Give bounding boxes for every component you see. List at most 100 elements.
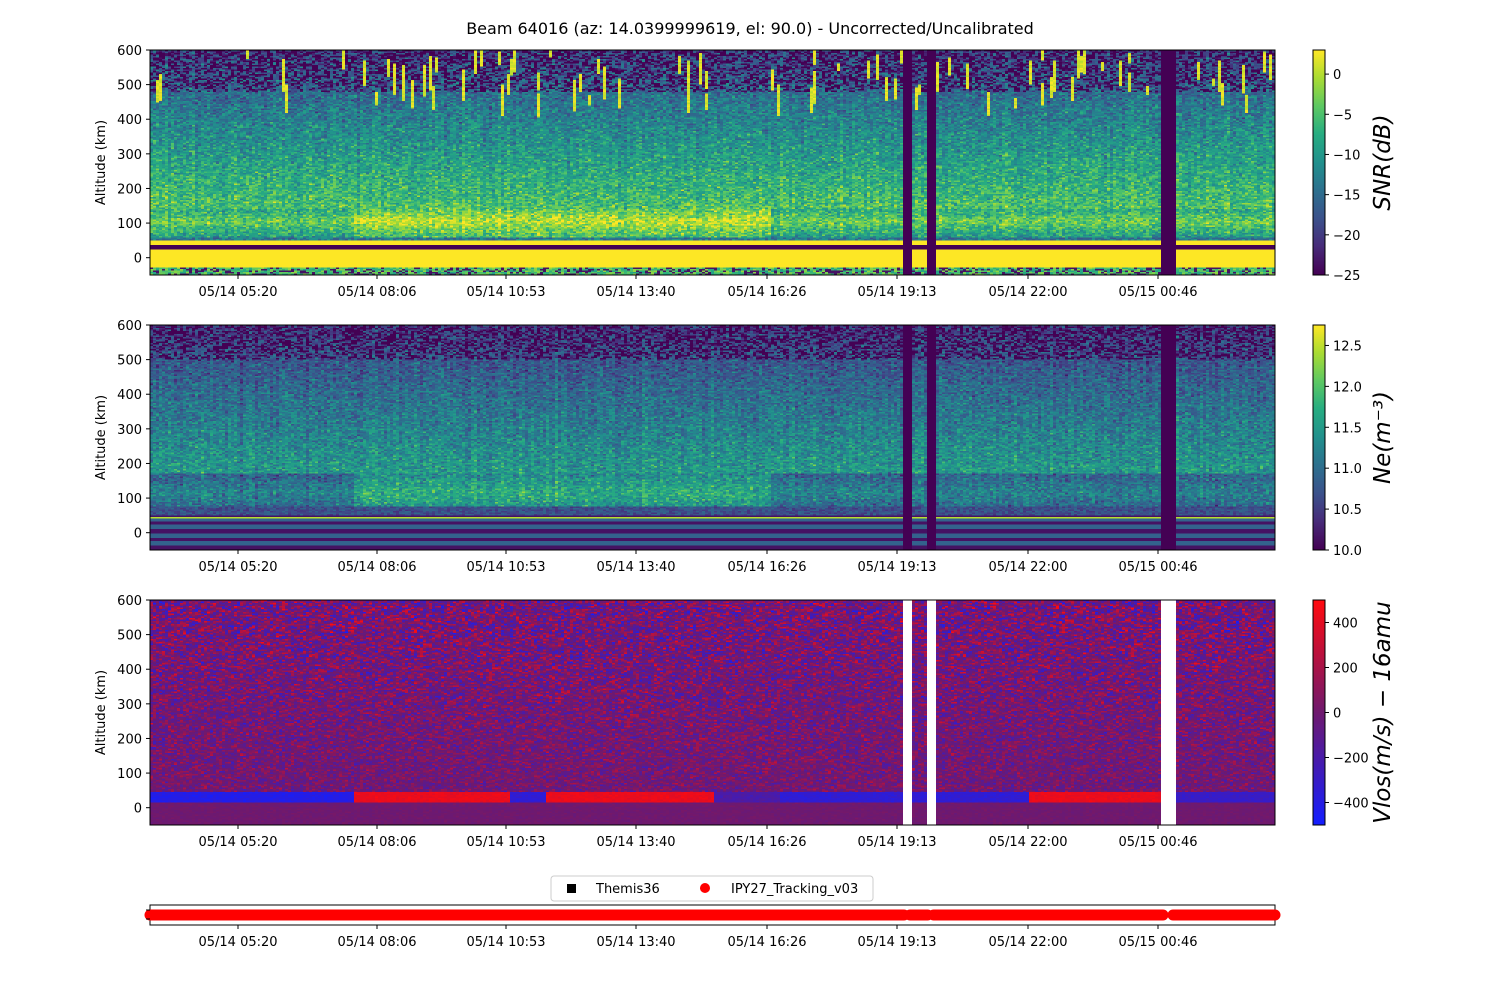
y-tick-label: 500: [117, 629, 142, 644]
legend-label-themis: Themis36: [595, 882, 660, 897]
colorbar-snr: [1313, 50, 1325, 275]
x-tick-label: 05/14 08:06: [337, 835, 416, 850]
panel-snr: 600 500 400 300 200 100 0 05/14 05:20 05/14 08:0…: [94, 44, 1396, 300]
colorbar-tick-label: 10.5: [1333, 503, 1362, 518]
colorbar-tick-label: −400: [1333, 797, 1369, 812]
y-tick-label: 300: [117, 148, 142, 163]
axes-frame: [149, 324, 1276, 551]
y-axis-label: Altitude (km): [94, 395, 109, 480]
legend-square-marker: [567, 884, 576, 893]
colorbar-label: Vlos(m/s) − 16amu: [1370, 601, 1396, 824]
x-tick-label: 05/14 19:13: [857, 285, 936, 300]
x-tick-label: 05/14 10:53: [466, 935, 545, 950]
x-tick-label: 05/14 05:20: [198, 560, 277, 575]
colorbar-tick-label: 11.0: [1333, 462, 1362, 477]
x-tick-label: 05/14 13:40: [596, 560, 675, 575]
y-tick-label: 100: [117, 767, 142, 782]
x-tick-label: 05/14 19:13: [857, 560, 936, 575]
y-tick-label: 500: [117, 354, 142, 369]
heatmap-ne: [150, 325, 1275, 550]
y-tick-label: 600: [117, 594, 142, 609]
colorbar-vlos: [1313, 600, 1325, 825]
colorbar-tick-label: 0: [1333, 707, 1341, 722]
colorbar-tick-label: −25: [1333, 269, 1360, 284]
figure-title: Beam 64016 (az: 14.0399999619, el: 90.0)…: [466, 19, 1034, 38]
x-tick-label: 05/14 19:13: [857, 835, 936, 850]
legend-circle-marker: [700, 883, 710, 893]
mode-panel: 05/14 05:20 05/14 08:06 05/14 10:53 05/14 1…: [144, 875, 1281, 950]
x-tick-label: 05/15 00:46: [1118, 935, 1197, 950]
x-tick-label: 05/14 08:06: [337, 285, 416, 300]
colorbar-tick-label: −15: [1333, 189, 1360, 204]
y-tick-label: 500: [117, 79, 142, 94]
x-tick-label: 05/14 08:06: [337, 560, 416, 575]
x-tick-label: 05/14 05:20: [198, 935, 277, 950]
x-tick-label: 05/14 16:26: [727, 560, 806, 575]
x-tick-label: 05/15 00:46: [1118, 285, 1197, 300]
x-tick-label: 05/14 19:13: [857, 935, 936, 950]
y-tick-label: 400: [117, 663, 142, 678]
y-axis-label: Altitude (km): [94, 120, 109, 205]
y-tick-label: 600: [117, 319, 142, 334]
panel-ne: 600 500 400 300 200 100 0 05/14 05:20 05/14 08:0…: [94, 319, 1396, 575]
colorbar-tick-label: 0: [1333, 68, 1341, 83]
x-tick-label: 05/14 05:20: [198, 835, 277, 850]
x-tick-label: 05/14 08:06: [337, 935, 416, 950]
y-tick-label: 100: [117, 492, 142, 507]
colorbar-ne: [1313, 325, 1325, 550]
legend: Themis36 IPY27_Tracking_v03: [550, 875, 874, 902]
panels: 600 500 400 300 200 100 0 05/14 05:20 05/14 08:0…: [94, 44, 1396, 850]
x-tick-label: 05/14 13:40: [596, 835, 675, 850]
x-tick-label: 05/14 22:00: [988, 285, 1067, 300]
legend-frame: [550, 875, 874, 902]
x-tick-label: 05/14 22:00: [988, 560, 1067, 575]
y-tick-label: 300: [117, 423, 142, 438]
x-tick-label: 05/14 16:26: [727, 935, 806, 950]
colorbar-tick-label: 12.5: [1333, 339, 1362, 354]
colorbar-tick-label: 12.0: [1333, 380, 1362, 395]
x-tick-label: 05/14 22:00: [988, 835, 1067, 850]
x-tick-label: 05/15 00:46: [1118, 835, 1197, 850]
y-tick-label: 200: [117, 457, 142, 472]
x-tick-label: 05/14 05:20: [198, 285, 277, 300]
colorbar-tick-label: −200: [1333, 752, 1369, 767]
y-tick-label: 600: [117, 44, 142, 59]
y-tick-label: 200: [117, 182, 142, 197]
x-tick-label: 05/14 13:40: [596, 285, 675, 300]
x-tick-label: 05/14 10:53: [466, 835, 545, 850]
axes-frame: [149, 599, 1276, 826]
y-tick-label: 0: [134, 527, 142, 542]
colorbar-tick-label: −10: [1333, 148, 1360, 163]
axes-frame: [149, 49, 1276, 276]
x-tick-label: 05/14 10:53: [466, 285, 545, 300]
y-axis-label: Altitude (km): [94, 670, 109, 755]
x-tick-label: 05/15 00:46: [1118, 560, 1197, 575]
y-tick-label: 0: [134, 252, 142, 267]
heatmap-snr: [150, 50, 1275, 275]
x-tick-label: 05/14 13:40: [596, 935, 675, 950]
panel-vlos: 600 500 400 300 200 100 0 05/14 05:20 05/14 08:0…: [94, 594, 1396, 850]
x-tick-label: 05/14 16:26: [727, 285, 806, 300]
colorbar-frame: [1312, 49, 1326, 276]
y-tick-label: 100: [117, 217, 142, 232]
colorbar-label: Ne(m⁻³): [1370, 391, 1396, 484]
y-tick-label: 0: [134, 802, 142, 817]
colorbar-tick-label: 200: [1333, 662, 1358, 677]
y-tick-label: 400: [117, 388, 142, 403]
colorbar-label: SNR(dB): [1370, 114, 1396, 210]
x-tick-label: 05/14 10:53: [466, 560, 545, 575]
legend-label-tracking: IPY27_Tracking_v03: [731, 882, 858, 897]
colorbar-tick-label: 11.5: [1333, 421, 1362, 436]
x-tick-label: 05/14 16:26: [727, 835, 806, 850]
x-tick-label: 05/14 22:00: [988, 935, 1067, 950]
y-tick-label: 400: [117, 113, 142, 128]
heatmap-vlos: [150, 600, 1275, 825]
y-tick-label: 300: [117, 698, 142, 713]
colorbar-frame: [1312, 324, 1326, 551]
colorbar-tick-label: −5: [1333, 108, 1352, 123]
colorbar-tick-label: 400: [1333, 617, 1358, 632]
y-tick-label: 200: [117, 732, 142, 747]
colorbar-tick-label: −20: [1333, 229, 1360, 244]
colorbar-tick-label: 10.0: [1333, 544, 1362, 559]
